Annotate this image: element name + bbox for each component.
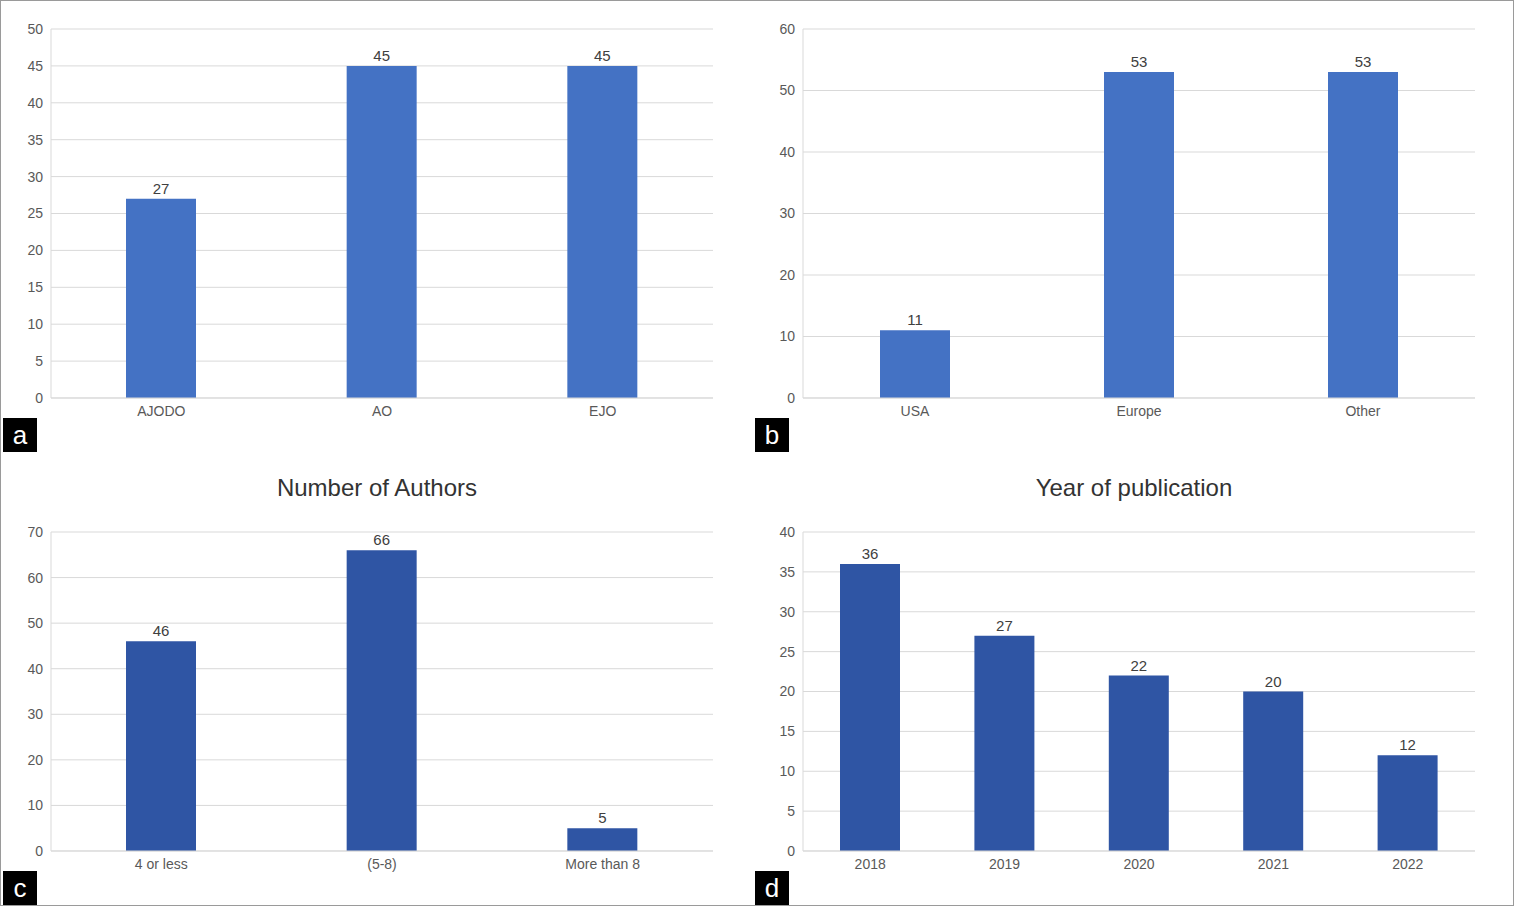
svg-text:20: 20 — [779, 683, 795, 699]
svg-text:60: 60 — [27, 570, 43, 586]
svg-text:27: 27 — [996, 617, 1013, 634]
svg-text:10: 10 — [27, 316, 43, 332]
svg-text:40: 40 — [27, 95, 43, 111]
svg-text:11: 11 — [907, 311, 923, 328]
svg-text:30: 30 — [27, 706, 43, 722]
svg-text:AJODO: AJODO — [137, 403, 185, 419]
svg-text:46: 46 — [153, 622, 170, 639]
svg-text:20: 20 — [27, 242, 43, 258]
svg-text:2019: 2019 — [989, 856, 1020, 872]
svg-text:30: 30 — [779, 205, 795, 221]
svg-text:EJO: EJO — [589, 403, 616, 419]
svg-text:20: 20 — [1265, 673, 1282, 690]
svg-text:66: 66 — [373, 531, 390, 548]
svg-text:50: 50 — [27, 615, 43, 631]
svg-text:53: 53 — [1131, 53, 1148, 70]
svg-text:2020: 2020 — [1123, 856, 1154, 872]
html-text:a: a — [12, 420, 28, 450]
html-text:c: c — [13, 873, 27, 903]
html-text:Number of Authors: Number of Authors — [276, 474, 477, 501]
svg-text:53: 53 — [1355, 53, 1372, 70]
svg-text:AO: AO — [372, 403, 392, 419]
svg-text:40: 40 — [779, 524, 795, 540]
svg-text:15: 15 — [27, 279, 43, 295]
svg-text:45: 45 — [27, 58, 43, 74]
svg-text:40: 40 — [27, 661, 43, 677]
svg-text:12: 12 — [1399, 736, 1416, 753]
svg-text:Europe: Europe — [1116, 403, 1161, 419]
svg-text:15: 15 — [779, 723, 795, 739]
svg-text:0: 0 — [787, 390, 795, 406]
svg-text:USA: USA — [901, 403, 930, 419]
html-text:Year of publication: Year of publication — [1035, 474, 1233, 501]
svg-text:5: 5 — [598, 809, 606, 826]
html-text:d: d — [764, 873, 780, 903]
svg-text:30: 30 — [779, 604, 795, 620]
svg-text:20: 20 — [779, 267, 795, 283]
svg-text:0: 0 — [787, 843, 795, 859]
svg-text:More than 8: More than 8 — [565, 856, 640, 872]
svg-text:50: 50 — [779, 82, 795, 98]
svg-text:50: 50 — [27, 21, 43, 37]
svg-text:70: 70 — [27, 524, 43, 540]
svg-text:27: 27 — [153, 180, 170, 197]
svg-text:2022: 2022 — [1392, 856, 1423, 872]
svg-text:0: 0 — [35, 843, 43, 859]
svg-text:0: 0 — [35, 390, 43, 406]
svg-text:2018: 2018 — [855, 856, 886, 872]
svg-text:35: 35 — [779, 564, 795, 580]
svg-text:45: 45 — [594, 47, 611, 64]
svg-text:20: 20 — [27, 752, 43, 768]
svg-text:25: 25 — [27, 205, 43, 221]
svg-text:36: 36 — [862, 545, 879, 562]
svg-text:45: 45 — [373, 47, 390, 64]
svg-text:25: 25 — [779, 644, 795, 660]
svg-text:10: 10 — [27, 797, 43, 813]
svg-text:2021: 2021 — [1258, 856, 1289, 872]
svg-text:5: 5 — [35, 353, 43, 369]
svg-text:10: 10 — [779, 328, 795, 344]
svg-text:Other: Other — [1345, 403, 1380, 419]
svg-text:40: 40 — [779, 144, 795, 160]
svg-text:4 or less: 4 or less — [135, 856, 188, 872]
svg-text:(5-8): (5-8) — [367, 856, 397, 872]
html-text:b: b — [764, 420, 780, 450]
svg-text:30: 30 — [27, 169, 43, 185]
svg-text:35: 35 — [27, 132, 43, 148]
svg-text:5: 5 — [787, 803, 795, 819]
svg-text:60: 60 — [779, 21, 795, 37]
svg-text:22: 22 — [1130, 657, 1147, 674]
svg-text:10: 10 — [779, 763, 795, 779]
